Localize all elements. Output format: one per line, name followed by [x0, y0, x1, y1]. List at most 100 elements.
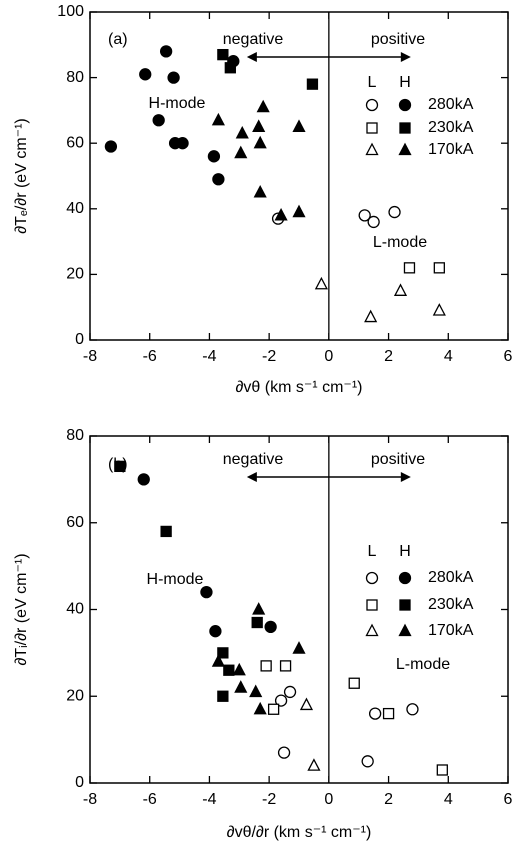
x-tick-label: 6 — [504, 791, 513, 808]
y-tick-label: 60 — [66, 134, 84, 151]
data-point — [224, 62, 236, 74]
x-tick-label: -4 — [202, 791, 216, 808]
y-tick-label: 20 — [66, 687, 84, 704]
legend-marker — [365, 623, 379, 637]
data-point — [382, 707, 395, 720]
data-point — [212, 173, 225, 186]
legend-marker — [366, 599, 378, 611]
data-point — [252, 602, 266, 615]
data-point — [217, 647, 229, 659]
data-point — [274, 694, 288, 707]
data-point — [277, 746, 291, 759]
annotation: L-mode — [373, 234, 427, 251]
legend-marker — [365, 142, 379, 156]
data-point — [217, 690, 229, 702]
data-point — [251, 616, 263, 629]
y-tick-label: 40 — [66, 601, 84, 618]
legend-marker — [399, 122, 411, 134]
data-point — [137, 473, 150, 486]
data-point — [264, 620, 277, 633]
data-point — [176, 137, 189, 150]
data-point — [209, 625, 222, 638]
x-tick-label: -4 — [202, 348, 216, 365]
data-point — [348, 677, 360, 689]
data-point — [388, 205, 401, 219]
data-point — [253, 184, 267, 198]
x-tick-label: 4 — [444, 791, 453, 808]
data-point — [292, 204, 306, 218]
data-point — [249, 684, 263, 698]
data-point — [358, 209, 371, 222]
x-tick-label: 0 — [324, 348, 333, 365]
legend-marker — [398, 142, 412, 156]
data-point — [256, 99, 270, 113]
arrow-head — [246, 472, 257, 482]
legend-label: 170kA — [428, 622, 474, 639]
data-point — [211, 112, 225, 126]
data-point — [283, 685, 297, 699]
legend-marker — [398, 98, 412, 112]
legend-label: 170kA — [428, 141, 474, 158]
data-point — [223, 664, 235, 676]
legend-label: 280kA — [428, 96, 474, 113]
y-tick-label: 0 — [75, 331, 84, 348]
legend-marker — [365, 571, 379, 585]
data-point — [253, 701, 267, 715]
y-axis-label: ∂Tₑ/∂r (eV cm⁻¹) — [13, 118, 30, 234]
data-point — [104, 140, 118, 153]
x-tick-label: -6 — [143, 791, 157, 808]
x-tick-label: -8 — [83, 348, 97, 365]
legend-column-label: L — [368, 543, 377, 560]
data-point — [267, 703, 280, 715]
data-point — [292, 641, 306, 654]
arrow-head — [246, 52, 257, 62]
data-point — [253, 135, 267, 149]
y-tick-label: 100 — [57, 3, 84, 20]
legend-label: 230kA — [428, 119, 474, 136]
legend-marker — [398, 623, 412, 637]
legend-marker — [399, 599, 411, 611]
y-tick-label: 80 — [66, 69, 84, 86]
data-point — [433, 262, 445, 274]
panel-label: (a) — [108, 31, 128, 48]
data-point — [160, 525, 172, 538]
legend-column-label: H — [399, 543, 411, 560]
data-point — [217, 48, 229, 61]
y-tick-label: 0 — [75, 774, 84, 791]
data-point — [260, 660, 272, 672]
data-point — [361, 755, 374, 768]
x-tick-label: -6 — [143, 348, 157, 365]
x-tick-label: 2 — [384, 348, 393, 365]
annotation: positive — [371, 31, 425, 48]
annotation: L-mode — [396, 656, 450, 673]
data-point — [436, 764, 448, 776]
x-tick-label: -2 — [262, 791, 276, 808]
data-point — [364, 309, 378, 323]
data-point — [314, 276, 328, 290]
data-point — [299, 697, 314, 711]
data-point — [159, 45, 173, 58]
data-point — [367, 215, 380, 229]
data-point — [211, 654, 225, 667]
data-point — [307, 758, 321, 771]
data-point — [292, 119, 306, 132]
x-tick-label: -8 — [83, 791, 97, 808]
data-point — [403, 262, 416, 274]
data-point — [432, 303, 446, 316]
legend-column-label: H — [399, 74, 411, 91]
legend-label: 230kA — [428, 596, 474, 613]
y-tick-label: 20 — [66, 266, 84, 283]
data-point — [274, 207, 288, 221]
data-point — [279, 660, 292, 672]
data-point — [167, 71, 180, 84]
legend-label: 280kA — [428, 569, 474, 586]
annotation: negative — [223, 451, 284, 468]
data-point — [200, 586, 213, 599]
x-tick-label: 0 — [324, 791, 333, 808]
data-point — [393, 283, 408, 296]
data-point — [406, 703, 419, 716]
x-tick-label: 4 — [444, 348, 453, 365]
legend-marker — [366, 122, 378, 134]
data-point — [152, 114, 165, 127]
